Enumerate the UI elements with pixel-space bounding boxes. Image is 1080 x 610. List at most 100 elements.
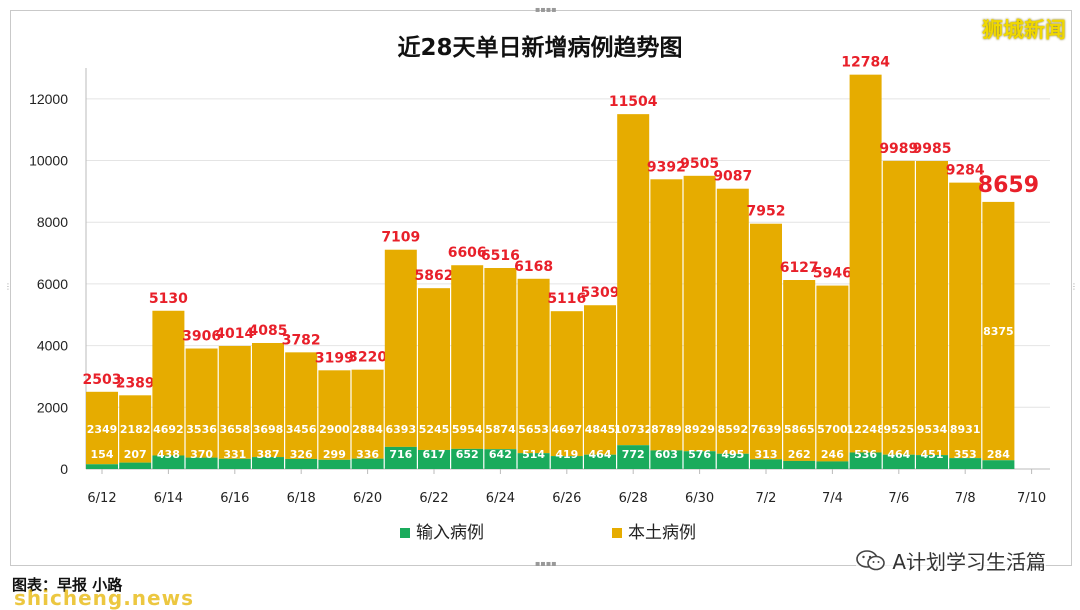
watermark: shicheng.news [14,586,194,610]
bar-local [517,278,550,454]
bar-local [351,369,384,459]
legend-label: 本土病例 [628,523,696,543]
bar-imported [716,453,749,469]
data-label-local: 6393 [385,423,416,436]
resize-handle-left[interactable]: ⋮ [4,282,12,291]
x-tick-label: 6/24 [486,491,515,506]
y-tick-label: 0 [60,461,68,477]
bar-imported [384,446,417,469]
data-label-local: 8931 [950,423,981,436]
bar-imported [484,449,517,469]
bar-local [185,348,218,458]
data-label-imported: 331 [223,448,246,461]
data-label-total: 6168 [514,259,553,275]
data-label-local: 4697 [551,423,582,436]
bar-local [451,265,484,449]
bar-imported [650,450,683,469]
data-label-imported: 387 [257,448,280,461]
bar-imported [816,461,849,469]
bar-local [750,223,782,460]
data-label-local: 3658 [219,423,250,436]
x-tick-label: 7/8 [955,491,976,506]
data-label-total: 4014 [215,326,254,342]
data-label-imported: 716 [389,448,412,461]
data-label-local: 3698 [253,423,284,436]
data-label-imported: 299 [323,448,346,461]
x-tick-label: 6/26 [552,491,581,506]
data-label-total: 2389 [116,375,155,391]
data-label-imported: 514 [522,448,545,461]
data-label-local: 4692 [153,423,184,436]
data-label-local: 5954 [452,423,483,436]
bar-imported [185,457,218,469]
bar-imported [152,455,185,469]
legend-swatch [400,528,410,538]
data-label-imported: 495 [721,448,744,461]
bar-local [849,74,882,453]
bar-local [683,175,716,452]
data-label-total: 6127 [780,260,819,276]
data-label-local: 8592 [717,423,748,436]
bar-local [650,179,683,451]
bar-imported [318,459,351,469]
chart-title: 近28天单日新增病例趋势图 [397,35,683,61]
data-label-total: 3220 [348,350,387,366]
data-label-local: 2900 [319,423,350,436]
data-label-local: 5700 [817,423,848,436]
x-tick-label: 6/28 [619,491,648,506]
legend-label: 输入病例 [416,523,484,543]
y-tick-label: 2000 [37,399,68,415]
data-label-total: 5130 [149,291,188,307]
data-label-local: 9525 [883,423,914,436]
data-label-total: 3906 [182,329,221,345]
data-label-total: 3782 [282,332,321,348]
data-label-local: 8789 [651,423,682,436]
x-tick-label: 6/14 [154,491,183,506]
bar-local [285,352,318,459]
data-label-total: 8659 [978,173,1039,198]
data-label-imported: 207 [124,448,147,461]
data-label-total: 7952 [747,204,786,220]
bar-imported [982,460,1015,469]
bar-local [550,311,583,457]
bar-imported [949,458,982,469]
legend-swatch [612,528,622,538]
data-label-total: 9505 [680,156,719,172]
bar-local [584,305,616,455]
data-label-total: 3199 [315,350,354,366]
wechat-icon [856,549,886,570]
data-label-imported: 336 [356,448,379,461]
bar-local [617,114,650,446]
data-label-imported: 642 [489,448,512,461]
bar-imported [252,457,284,469]
bar-local [716,188,749,454]
data-label-local: 9534 [917,423,948,436]
data-label-total: 5309 [581,285,620,301]
data-label-imported: 353 [954,448,977,461]
data-label-total: 4085 [249,323,288,339]
data-label-local: 5874 [485,423,516,436]
resize-handle-right[interactable]: ⋮ [1070,282,1078,291]
bar-local [949,182,982,459]
bar-local [882,160,915,455]
data-label-local: 7639 [751,423,782,436]
data-label-imported: 246 [821,448,844,461]
data-label-total: 11504 [609,94,658,110]
bar-local [816,285,849,462]
bar-local [418,288,450,450]
data-label-total: 5862 [415,268,454,284]
data-label-local: 12248 [846,423,884,436]
bar-local [484,268,517,450]
data-label-total: 6606 [448,245,487,261]
data-label-imported: 536 [854,448,877,461]
bar-imported [550,456,583,469]
y-tick-label: 6000 [37,276,68,292]
bar-imported [849,452,882,469]
data-label-local: 8375 [983,325,1014,338]
y-tick-label: 10000 [29,153,68,169]
x-tick-label: 7/2 [756,491,777,506]
bar-imported [418,449,450,469]
data-label-imported: 326 [290,448,313,461]
bar-imported [351,458,384,469]
